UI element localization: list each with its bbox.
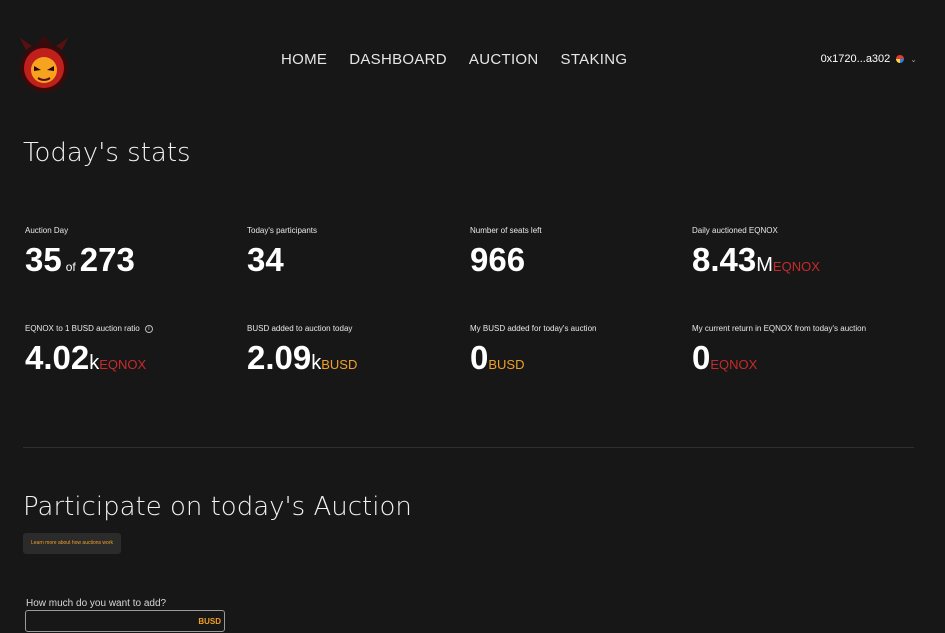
stat-value: 0: [692, 339, 711, 376]
stat-my-busd: My BUSD added for today's auction 0 BUSD: [470, 324, 596, 374]
stat-unit: BUSD: [321, 357, 358, 372]
stat-label: My current return in EQNOX from today's …: [692, 324, 867, 333]
wallet-button[interactable]: 0x1720...a302 ⌄: [821, 53, 917, 65]
main-nav: HOME DASHBOARD AUCTION STAKING: [281, 51, 649, 68]
stat-value: 4.02: [25, 339, 90, 376]
stat-ratio: EQNOX to 1 BUSD auction ratio i 4.02 k E…: [25, 324, 153, 374]
stat-value: 0: [470, 339, 489, 376]
stat-auction-day: Auction Day 35 of 273: [25, 226, 135, 276]
stat-total: 273: [79, 241, 135, 278]
stat-participants: Today's participants 34: [247, 226, 317, 276]
stat-multiplier: k: [89, 352, 100, 374]
stat-daily-auctioned: Daily auctioned EQNOX 8.43 M EQNOX: [692, 226, 820, 276]
stat-label: Daily auctioned EQNOX: [692, 226, 778, 235]
stat-label: My BUSD added for today's auction: [470, 324, 597, 333]
stat-label: BUSD added to auction today: [247, 324, 353, 333]
nav-home[interactable]: HOME: [281, 51, 328, 68]
stat-multiplier: k: [311, 352, 322, 374]
stats-title: Today's stats: [23, 138, 191, 168]
stat-unit: EQNOX: [99, 357, 147, 372]
amount-field: BUSD: [25, 610, 225, 633]
participate-title: Participate on today's Auction: [23, 492, 412, 522]
stat-label: EQNOX to 1 BUSD auction ratio: [25, 324, 140, 333]
wallet-address: 0x1720...a302: [820, 53, 891, 65]
amount-input[interactable]: [26, 614, 198, 633]
chevron-down-icon: ⌄: [910, 54, 917, 64]
nav-dashboard[interactable]: DASHBOARD: [349, 51, 447, 68]
stat-unit: BUSD: [488, 357, 525, 372]
stat-unit: EQNOX: [772, 259, 820, 274]
stat-seats-left: Number of seats left 966: [470, 226, 542, 276]
stat-my-return: My current return in EQNOX from today's …: [692, 324, 866, 374]
stat-label: Number of seats left: [470, 226, 542, 235]
stat-unit: EQNOX: [710, 357, 758, 372]
devil-mascot-icon: [20, 36, 68, 92]
nav-auction[interactable]: AUCTION: [468, 51, 539, 68]
busd-suffix: BUSD: [198, 617, 221, 626]
stat-multiplier: M: [756, 254, 773, 276]
learn-more-button[interactable]: Learn more about how auctions work: [23, 533, 121, 554]
stat-label: Today's participants: [247, 226, 318, 235]
nav-staking[interactable]: STAKING: [560, 51, 628, 68]
stat-value: 2.09: [247, 339, 312, 376]
wallet-avatar-icon: [896, 55, 905, 63]
stat-value: 966: [470, 241, 526, 278]
stat-value: 8.43: [692, 241, 757, 278]
app-logo[interactable]: [16, 34, 72, 94]
stat-of-text: of: [65, 260, 76, 274]
stat-label: Auction Day: [25, 226, 69, 235]
stat-value: 34: [247, 241, 284, 278]
stat-value: 35: [25, 241, 62, 278]
section-divider: [23, 447, 914, 448]
stat-busd-added: BUSD added to auction today 2.09 k BUSD: [247, 324, 357, 374]
amount-label: How much do you want to add?: [26, 598, 167, 609]
info-icon[interactable]: i: [144, 324, 153, 333]
